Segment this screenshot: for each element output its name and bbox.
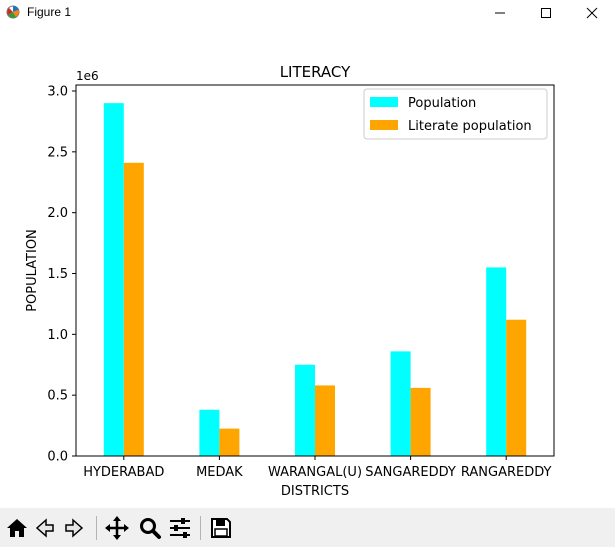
x-tick-label: WARANGAL(U) [268, 465, 362, 480]
y-tick-label: 0.5 [47, 389, 68, 404]
bar-population-rangareddy [486, 267, 507, 456]
y-tick-label: 2.0 [47, 206, 68, 221]
maximize-button[interactable] [523, 0, 569, 26]
save-icon [211, 518, 231, 538]
window-title: Figure 1 [27, 5, 72, 19]
chart-title: LITERACY [280, 63, 351, 81]
minimize-button[interactable] [477, 0, 523, 26]
navigation-toolbar [0, 508, 615, 547]
bar-population-hyderabad [103, 103, 124, 457]
toolbar-separator [200, 516, 201, 540]
configure-subplots-icon [170, 518, 190, 538]
zoom-icon [140, 518, 161, 539]
x-tick-label: SANGAREDDY [365, 465, 456, 480]
y-axis: 0.0 0.5 1.0 1.5 2.0 2.5 3.0 [47, 85, 76, 465]
close-icon [586, 7, 598, 19]
forward-button[interactable] [61, 515, 87, 541]
window-titlebar: Figure 1 [0, 0, 615, 26]
zoom-button[interactable] [137, 515, 163, 541]
x-axis: HYDERABAD MEDAK WARANGAL(U) SANGAREDDY RANGA… [83, 456, 552, 480]
close-button[interactable] [569, 0, 615, 26]
save-button[interactable] [208, 515, 234, 541]
x-tick-label: HYDERABAD [83, 465, 164, 480]
bar-literate-population-sangareddy [410, 387, 431, 456]
legend-swatch-literate-population [370, 120, 398, 130]
home-button[interactable] [4, 515, 30, 541]
minimize-icon [495, 12, 505, 14]
legend: Population Literate population [363, 88, 548, 140]
toolbar-separator [96, 516, 97, 540]
matplotlib-icon [6, 5, 20, 19]
home-icon [7, 519, 27, 537]
back-icon [35, 518, 54, 538]
back-button[interactable] [32, 515, 58, 541]
bar-population-warangalu [295, 364, 315, 456]
bar-literate-population-rangareddy [506, 319, 527, 456]
legend-label-population: Population [408, 96, 476, 111]
pan-button[interactable] [104, 515, 130, 541]
y-tick-label: 1.5 [47, 267, 68, 282]
x-axis-label: DISTRICTS [281, 484, 349, 499]
configure-subplots-button[interactable] [167, 515, 193, 541]
bar-population-sangareddy [390, 351, 411, 456]
bar-population-medak [199, 409, 220, 456]
y-tick-label: 0.0 [47, 450, 68, 465]
legend-swatch-population [370, 97, 398, 107]
maximize-icon [541, 8, 551, 18]
y-offset-text: 1e6 [76, 69, 99, 83]
bar-chart: 0.0 0.5 1.0 1.5 2.0 2.5 3.0 HYDERABAD MEDAK WARA… [25, 63, 555, 499]
pan-icon [105, 516, 129, 540]
x-tick-label: MEDAK [196, 465, 243, 480]
forward-icon [65, 518, 84, 538]
legend-box [363, 88, 548, 140]
bar-literate-population-medak [219, 428, 240, 456]
y-tick-label: 3.0 [47, 85, 68, 100]
figure-canvas[interactable]: 0.0 0.5 1.0 1.5 2.0 2.5 3.0 HYDERABAD MEDAK WARA… [0, 26, 615, 508]
bar-literate-population-warangalu [315, 385, 335, 456]
y-tick-label: 2.5 [47, 145, 68, 160]
bar-literate-population-hyderabad [123, 162, 144, 457]
y-axis-label: POPULATION [25, 229, 40, 312]
y-tick-label: 1.0 [47, 328, 68, 343]
legend-label-literate-population: Literate population [408, 119, 532, 134]
bars-layer [103, 103, 527, 457]
x-tick-label: RANGAREDDY [461, 465, 552, 480]
